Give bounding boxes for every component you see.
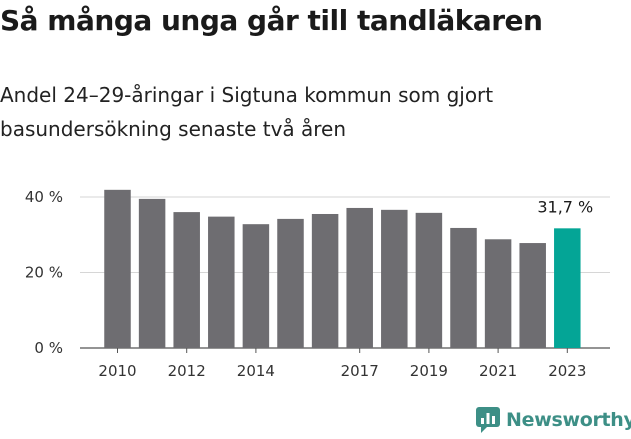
bar bbox=[381, 209, 408, 348]
bar bbox=[415, 212, 443, 348]
y-tick-label: 40 % bbox=[25, 188, 63, 206]
bar bbox=[138, 198, 166, 348]
x-tick-label: 2012 bbox=[168, 362, 206, 380]
y-tick-label: 20 % bbox=[25, 264, 63, 282]
x-tick-label: 2017 bbox=[341, 362, 379, 380]
bar bbox=[450, 227, 477, 348]
bars bbox=[104, 189, 581, 348]
data-labels: 31,7 % bbox=[537, 197, 593, 216]
bar bbox=[173, 212, 200, 348]
x-tick-label: 2021 bbox=[479, 362, 517, 380]
y-tick-label: 0 % bbox=[34, 339, 63, 357]
x-tick-label: 2010 bbox=[98, 362, 136, 380]
x-tick-label: 2023 bbox=[548, 362, 586, 380]
x-tick-label: 2014 bbox=[237, 362, 275, 380]
bar bbox=[277, 218, 304, 348]
x-tick-label: 2019 bbox=[410, 362, 448, 380]
bar bbox=[208, 216, 235, 348]
newsworthy-logo-icon bbox=[476, 407, 500, 433]
bar bbox=[311, 213, 339, 348]
bar bbox=[519, 243, 546, 348]
newsworthy-logo-text: Newsworthy bbox=[506, 409, 631, 431]
bar bbox=[554, 228, 581, 348]
newsworthy-logo: Newsworthy bbox=[476, 407, 631, 433]
highlight-value-label: 31,7 % bbox=[537, 197, 593, 216]
bar bbox=[104, 189, 131, 348]
x-axis-ticks: 2010 2012 2014 2017 2019 2021 2023 bbox=[98, 348, 586, 380]
chart-title: Så många unga går till tandläkaren bbox=[0, 4, 543, 37]
y-axis-ticks: 0 % 20 % 40 % bbox=[25, 188, 63, 357]
bar bbox=[242, 224, 270, 348]
bar bbox=[346, 207, 373, 348]
bar bbox=[484, 239, 512, 348]
chart-subtitle: Andel 24–29-åringar i Sigtuna kommun som… bbox=[0, 83, 494, 141]
